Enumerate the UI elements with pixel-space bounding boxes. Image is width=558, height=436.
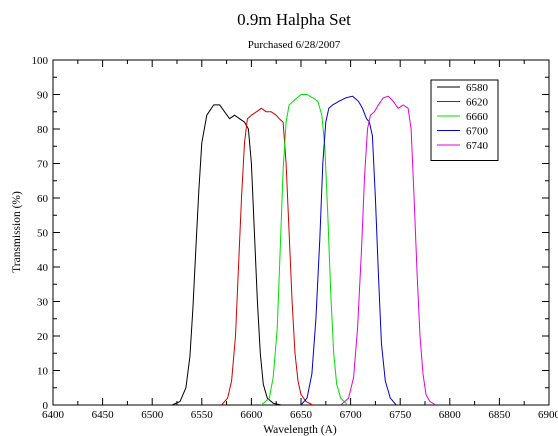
legend-label: 6580 <box>466 82 489 94</box>
x-axis-label: Wavelength (A) <box>263 424 337 436</box>
series-line-6660 <box>260 94 348 406</box>
series-line-6580 <box>171 104 282 406</box>
y-tick-label: 20 <box>37 331 49 343</box>
series-line-6620 <box>221 107 314 406</box>
x-tick-label: 6450 <box>92 409 115 421</box>
y-axis-label: Transmission (%) <box>11 191 23 273</box>
y-tick-label: 80 <box>37 124 49 136</box>
y-tick-label: 100 <box>32 55 49 67</box>
legend-label: 6620 <box>466 97 489 109</box>
x-tick-label: 6600 <box>240 409 263 421</box>
legend-box <box>430 79 499 161</box>
x-tick-label: 6550 <box>191 409 214 421</box>
y-tick-label: 10 <box>37 366 49 378</box>
x-tick-label: 6900 <box>538 409 558 421</box>
legend-label: 6740 <box>466 140 489 152</box>
x-tick-label: 6500 <box>141 409 164 421</box>
chart-subtitle: Purchased 6/28/2007 <box>248 39 341 51</box>
x-tick-label: 6800 <box>439 409 462 421</box>
legend-label: 6660 <box>466 111 489 123</box>
y-tick-label: 40 <box>37 262 49 274</box>
plot-area: 6400 6450 6500 6550 6600 6650 6700 6750 6800 6850… <box>32 55 558 421</box>
y-tick-label: 70 <box>37 159 49 171</box>
chart-title: 0.9m Halpha Set <box>237 10 351 29</box>
legend-label: 6700 <box>466 126 489 138</box>
y-tick-label: 30 <box>37 297 49 309</box>
series-line-6700 <box>300 95 397 406</box>
series-line-6740 <box>340 95 437 406</box>
x-tick-label: 6700 <box>340 409 363 421</box>
x-tick-label: 6400 <box>42 409 65 421</box>
x-tick-label: 6750 <box>389 409 412 421</box>
y-tick-label: 90 <box>37 90 49 102</box>
y-tick-label: 0 <box>43 400 49 412</box>
y-tick-label: 60 <box>37 193 49 205</box>
x-tick-label: 6850 <box>488 409 511 421</box>
x-tick-label: 6650 <box>290 409 313 421</box>
y-tick-label: 50 <box>37 228 49 240</box>
